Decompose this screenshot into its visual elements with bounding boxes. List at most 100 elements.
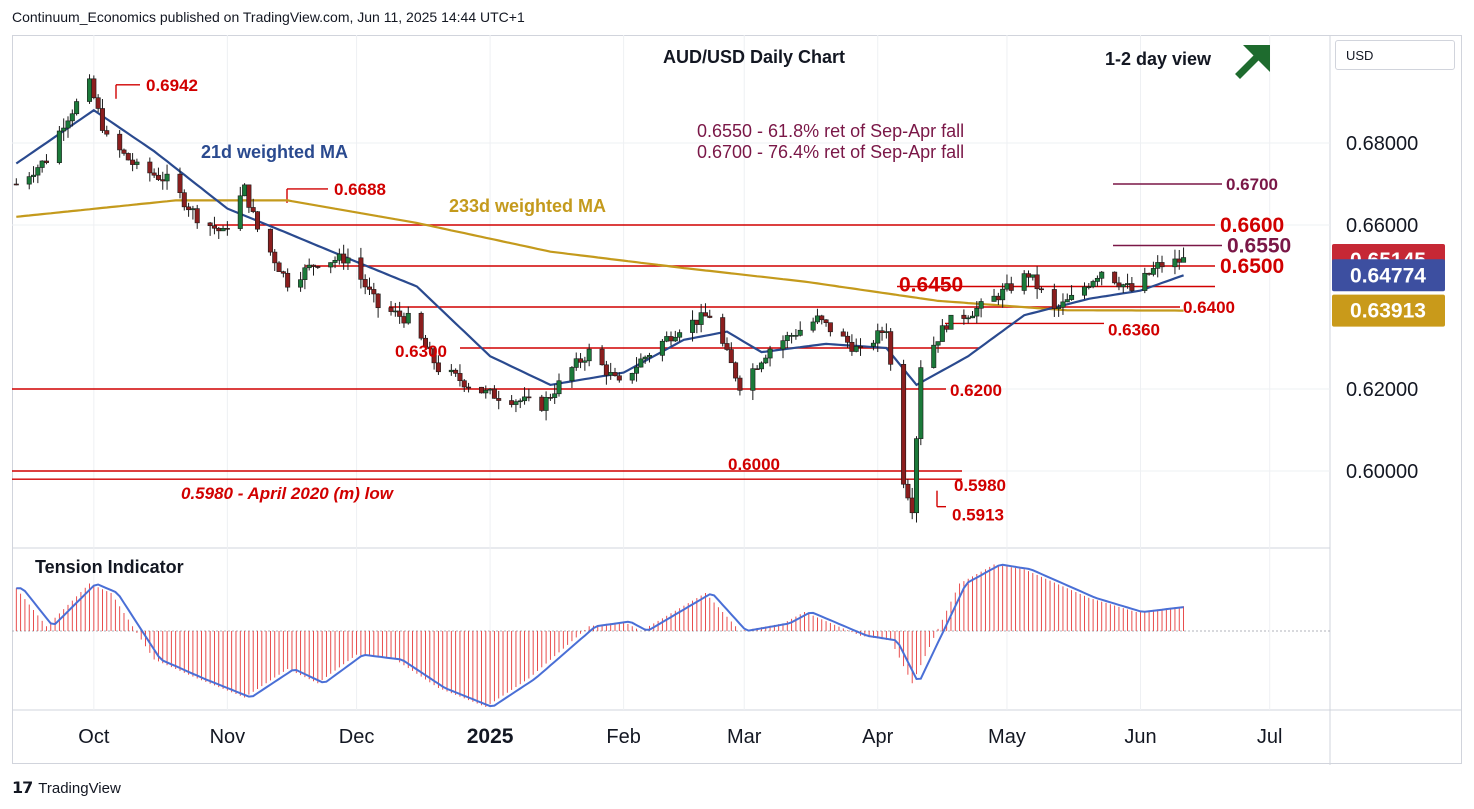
candle [177, 167, 183, 199]
candle [1129, 277, 1135, 293]
candle-body [750, 368, 756, 391]
candle-body [181, 192, 187, 208]
candle [616, 372, 622, 383]
candle [392, 302, 398, 317]
view-label: 1-2 day view [1105, 49, 1212, 69]
candle-body [194, 208, 200, 224]
candle [763, 354, 769, 364]
candle-body [237, 195, 243, 229]
candle-body [677, 332, 683, 338]
candle-body [336, 253, 342, 261]
candle [784, 331, 790, 349]
candle [707, 309, 713, 319]
candle [931, 336, 937, 369]
publisher-line: Continuum_Economics published on Trading… [12, 9, 525, 25]
x-tick-label: Jul [1257, 726, 1283, 748]
candle [810, 317, 816, 333]
candle [401, 312, 407, 328]
candle-body [1000, 288, 1006, 301]
candle-body [448, 369, 454, 373]
candle-body [1030, 274, 1036, 278]
candle [1142, 267, 1148, 294]
candle [578, 353, 584, 369]
candle [849, 334, 855, 356]
candle-body [125, 153, 131, 161]
candle [694, 319, 700, 334]
candle-body [418, 312, 424, 339]
candle-body [491, 388, 497, 399]
candle [1159, 255, 1165, 273]
candle [509, 395, 515, 408]
candle-body [186, 206, 192, 211]
candle-body [1142, 272, 1148, 291]
candle-body [995, 295, 1001, 301]
candle-body [345, 257, 351, 264]
candle [1060, 293, 1066, 315]
level-label: 0.6400 [1183, 298, 1235, 317]
candle [483, 385, 489, 399]
candle-body [569, 367, 575, 382]
candle-body [901, 364, 907, 485]
candle-body [509, 400, 515, 405]
candle-body [664, 336, 670, 342]
candle-body [35, 167, 41, 176]
candle [646, 352, 652, 363]
candle-body [810, 321, 816, 331]
candle [853, 338, 859, 353]
candle [35, 164, 41, 184]
candle [827, 322, 833, 337]
candle-body [1099, 271, 1105, 279]
candle [104, 125, 110, 137]
candle-body [608, 372, 614, 376]
candle [422, 334, 428, 348]
candle-body [375, 293, 381, 309]
candle-body [974, 307, 980, 317]
candle [1056, 304, 1062, 317]
candle [569, 366, 575, 389]
candle-body [160, 179, 166, 182]
candle-body [797, 329, 803, 336]
candle [26, 172, 32, 190]
candle-body [164, 173, 170, 182]
ma233-line [16, 199, 1184, 312]
candle-body [522, 396, 528, 402]
candle-body [668, 336, 674, 342]
candle-body [1112, 271, 1118, 284]
candle [1064, 293, 1070, 303]
candle-body [224, 228, 230, 230]
candle [586, 343, 592, 367]
price-badge-ma21: 0.64774 [1332, 259, 1445, 292]
candle [750, 363, 756, 401]
candle [315, 265, 321, 269]
candle [845, 331, 851, 348]
candle [582, 356, 588, 371]
candle-body [155, 174, 161, 180]
candle [1181, 247, 1187, 263]
candle [767, 345, 773, 367]
currency-selector[interactable]: USD [1335, 40, 1455, 70]
footer-brand[interactable]: TradingView [38, 779, 121, 797]
candle-body [483, 389, 489, 394]
candle-body [405, 312, 411, 324]
candle-body [1120, 284, 1126, 288]
candle-body [311, 264, 317, 267]
candle-body [853, 346, 859, 352]
candlesticks [13, 74, 1187, 523]
candle [371, 282, 377, 303]
candle [336, 248, 342, 265]
candle [974, 301, 980, 324]
candle-body [629, 372, 635, 381]
level-label: 0.6300 [395, 342, 447, 361]
candle-body [117, 133, 123, 151]
candle [496, 390, 502, 410]
candle [814, 308, 820, 325]
candle-body [87, 78, 93, 102]
candle [690, 310, 696, 342]
candle-body [931, 344, 937, 368]
candle [1034, 266, 1040, 299]
candle-body [767, 348, 773, 359]
chart-title: AUD/USD Daily Chart [663, 47, 845, 67]
candle-body [341, 253, 347, 264]
candle [397, 301, 403, 324]
